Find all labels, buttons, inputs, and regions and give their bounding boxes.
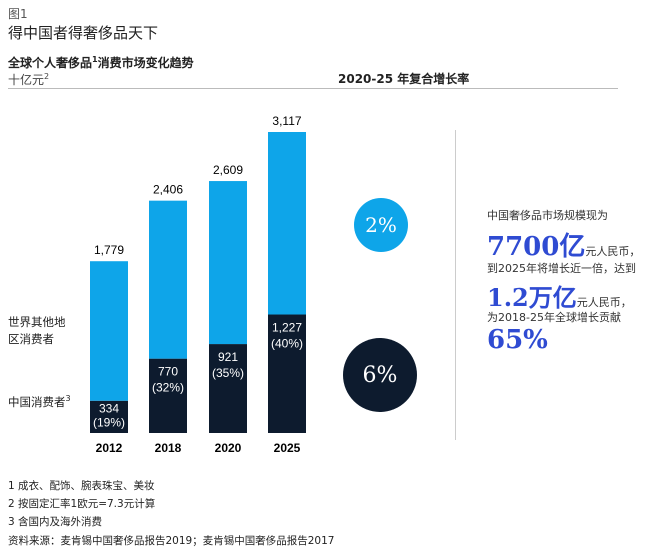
cagr-rest-value: 2% (365, 213, 397, 237)
china-value-label: 921 (218, 350, 238, 364)
bar-china (268, 314, 306, 433)
callout-text: 中国奢侈品市场规模现为 (487, 209, 608, 222)
total-label: 1,779 (94, 243, 124, 257)
legend-footnote: 3 (65, 394, 71, 403)
bar-china (90, 400, 128, 433)
china-value-label: 334 (99, 402, 119, 416)
footnote: 3 含国内及海外消费 (8, 516, 103, 528)
callout-unit: 元人民币， (585, 245, 641, 258)
x-tick-label: 2020 (215, 441, 242, 455)
total-label: 3,117 (272, 114, 301, 128)
bar-rest-of-world (209, 181, 247, 345)
callout-big-value: 65% (487, 325, 548, 355)
china-share-label: (32%) (152, 381, 184, 395)
bar-china (149, 358, 187, 433)
cagr-china-circle: 6% (343, 338, 417, 412)
callout-text: 为2018-25年全球增长贡献 (487, 311, 621, 324)
source-note: 资料来源：麦肯锡中国奢侈品报告2019；麦肯锡中国奢侈品报告2017 (8, 535, 335, 547)
unit-footnote: 2 (44, 72, 50, 81)
china-value-label: 1,227 (272, 321, 302, 335)
x-tick-label: 2012 (96, 441, 123, 455)
legend-text: 区消费者 (8, 332, 54, 346)
legend-rest-of-world: 世界其他地 区消费者 (8, 314, 66, 348)
divider (8, 88, 400, 89)
x-tick-label: 2025 (274, 441, 301, 455)
subtitle-text: 全球个人奢侈品 (8, 56, 93, 70)
china-share-label: (19%) (93, 416, 125, 430)
callout-line: 7700亿元人民币， (487, 226, 640, 263)
footnote: 2 按固定汇率1欧元=7.3元计算 (8, 498, 156, 510)
cagr-rest-circle: 2% (354, 198, 408, 252)
chart-subtitle: 全球个人奢侈品1消费市场变化趋势 (8, 54, 194, 71)
subtitle-text-2: 消费市场变化趋势 (97, 56, 194, 70)
callout-unit: 元人民币， (576, 296, 632, 309)
legend-china: 中国消费者3 (8, 390, 71, 411)
divider (338, 88, 618, 89)
china-share-label: (35%) (212, 366, 244, 380)
cagr-china-value: 6% (362, 362, 398, 388)
bar-rest-of-world (90, 261, 128, 401)
total-label: 2,609 (213, 163, 243, 177)
legend-text: 中国消费者 (8, 394, 66, 409)
subtitle-footnote: 1 (92, 55, 98, 64)
unit-label: 十亿元2 (8, 71, 49, 88)
total-label: 2,406 (153, 183, 183, 197)
bar-china (209, 344, 247, 433)
legend-text: 世界其他地 (8, 315, 66, 329)
footnote: 1 成衣、配饰、腕表珠宝、美妆 (8, 480, 155, 492)
china-value-label: 770 (158, 365, 178, 379)
vertical-divider (455, 130, 456, 440)
callout-text: 到2025年将增长近一倍，达到 (487, 262, 636, 275)
callout-line: 1.2万亿元人民币， (487, 278, 632, 313)
page-title: 得中国者得奢侈品天下 (8, 24, 159, 42)
china-share-label: (40%) (271, 337, 303, 351)
unit-text: 十亿元 (8, 73, 45, 87)
callout-big-value: 1.2万亿 (487, 283, 577, 312)
bar-rest-of-world (149, 200, 187, 359)
x-tick-label: 2018 (155, 441, 182, 455)
callout-big-value: 7700亿 (487, 232, 586, 262)
figure-label: 图1 (8, 7, 28, 21)
bar-rest-of-world (268, 132, 306, 315)
cagr-header: 2020-25 年复合增长率 (338, 72, 470, 86)
